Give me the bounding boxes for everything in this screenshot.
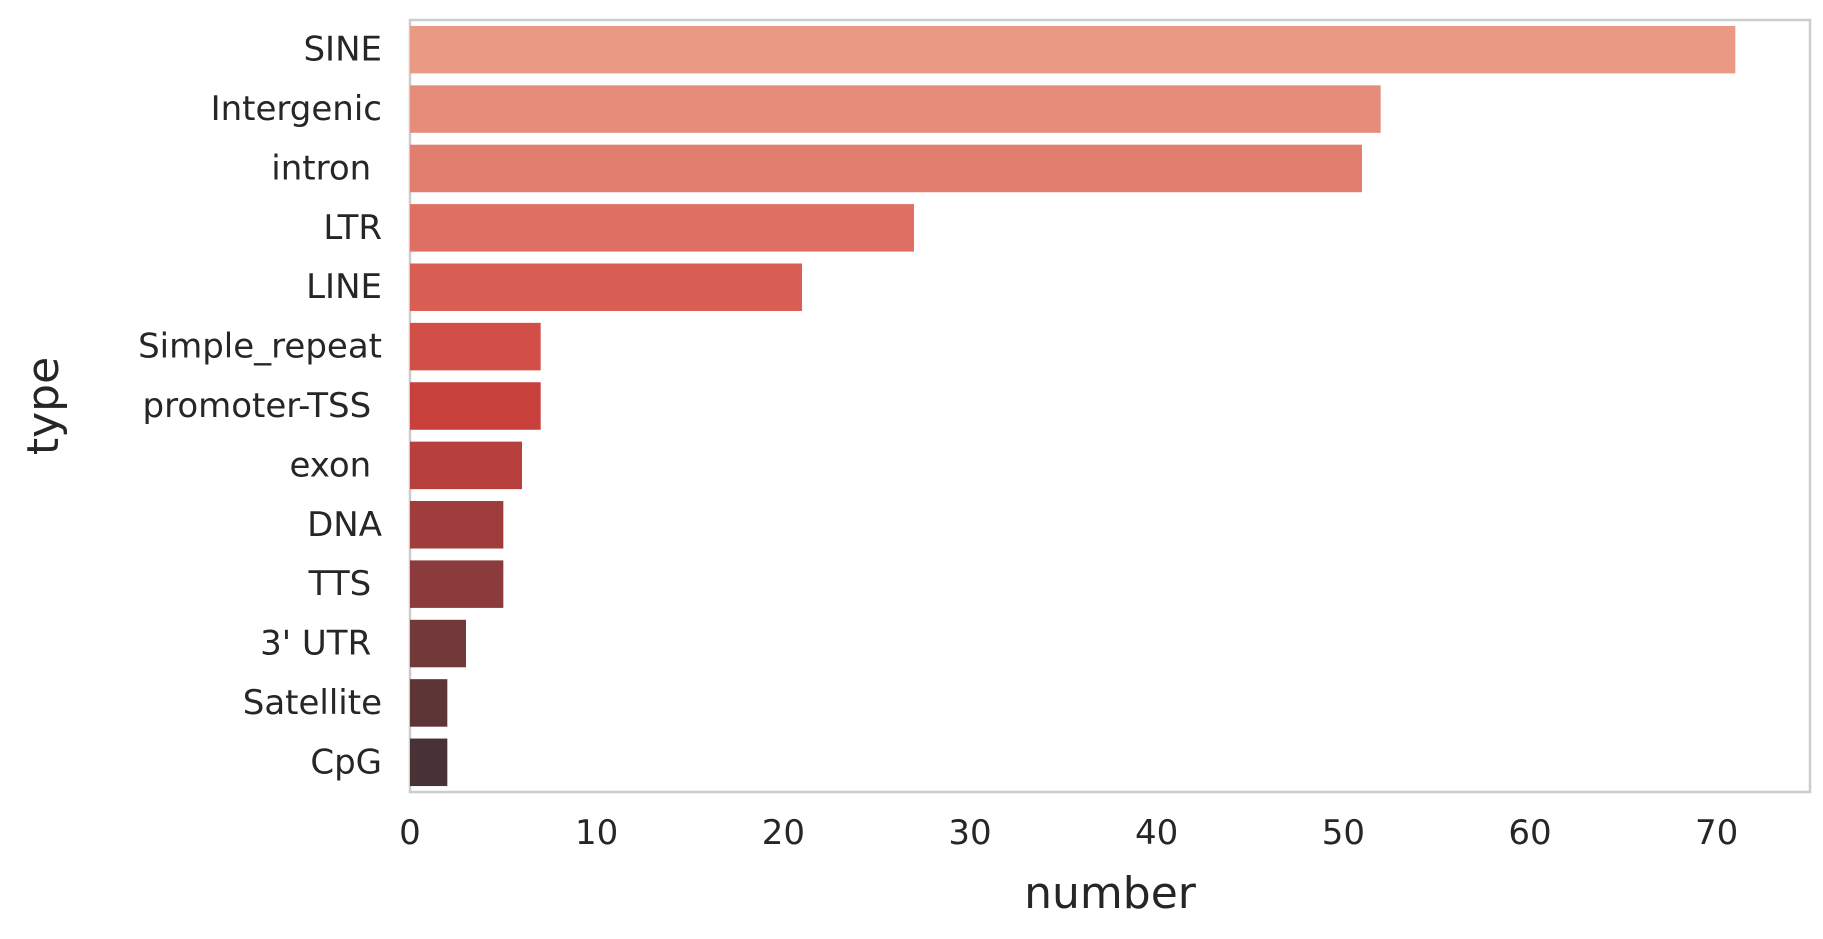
plot-frame — [408, 18, 1812, 794]
y-tick-label: TTS — [308, 564, 382, 604]
bar — [410, 441, 522, 490]
y-tick-label: LINE — [306, 267, 382, 307]
bar — [410, 144, 1362, 193]
bar — [410, 501, 504, 549]
y-tick-label: Simple_repeat — [138, 327, 382, 367]
bar — [410, 204, 914, 252]
x-tick-labels: 0 10 20 30 40 50 60 70 — [399, 813, 1738, 853]
y-tick-label: exon — [289, 445, 382, 485]
y-tick-label: LTR — [323, 208, 382, 248]
y-tick-labels: SINE Intergenic intron LTR LINE Simple_repea… — [138, 30, 382, 783]
y-tick-label: Satellite — [243, 683, 382, 723]
x-axis-label: number — [1024, 868, 1197, 919]
y-tick-label: 3' UTR — [260, 624, 382, 664]
bar — [410, 25, 1736, 74]
bar — [410, 679, 448, 727]
y-tick-label: CpG — [310, 742, 382, 782]
bar — [410, 738, 448, 787]
y-axis-label: type — [18, 357, 69, 455]
y-tick-label: DNA — [307, 505, 382, 545]
bar — [410, 322, 541, 371]
y-tick-label: Intergenic — [211, 89, 382, 129]
x-tick-label: 10 — [575, 813, 618, 853]
bars-group — [410, 25, 1736, 787]
x-tick-label: 50 — [1322, 813, 1365, 853]
x-tick-label: 70 — [1695, 813, 1738, 853]
x-tick-label: 0 — [399, 813, 421, 853]
bar — [410, 85, 1381, 133]
x-tick-label: 20 — [762, 813, 805, 853]
y-tick-label: intron — [271, 148, 382, 188]
bar — [410, 560, 504, 608]
bar — [410, 619, 466, 668]
x-tick-label: 40 — [1135, 813, 1178, 853]
bar — [410, 382, 541, 430]
y-tick-label: SINE — [303, 30, 382, 70]
x-tick-label: 30 — [948, 813, 991, 853]
x-tick-label: 60 — [1508, 813, 1551, 853]
bar — [410, 263, 802, 311]
y-tick-label: promoter-TSS — [143, 386, 382, 426]
